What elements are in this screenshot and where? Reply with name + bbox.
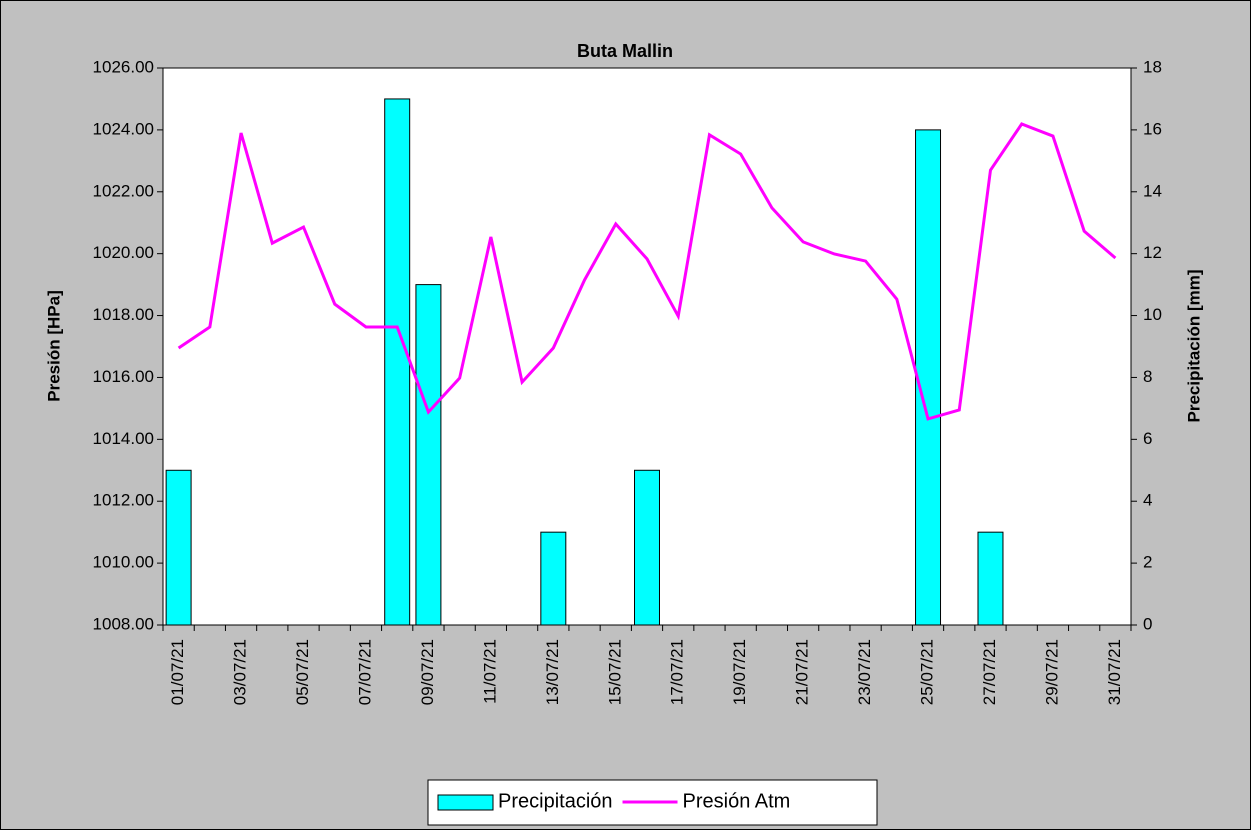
x-tick-label: 09/07/21 [418, 639, 437, 705]
y-tick-label: 1026.00 [93, 57, 154, 76]
y-tick-label: 1018.00 [93, 305, 154, 324]
x-tick-label: 11/07/21 [480, 639, 499, 704]
bar [384, 98, 411, 626]
x-tick-label: 25/07/21 [918, 639, 937, 705]
bar [165, 469, 192, 626]
y2-tick-label: 18 [1143, 57, 1162, 76]
y2-tick-label: 6 [1143, 429, 1152, 448]
bar [540, 531, 567, 626]
y2-tick-label: 0 [1143, 614, 1152, 633]
legend-label: Presión Atm [683, 790, 791, 812]
bar [977, 531, 1004, 626]
y-tick-label: 1010.00 [93, 553, 154, 572]
y2-tick-label: 2 [1143, 553, 1152, 572]
x-tick-label: 31/07/21 [1105, 639, 1124, 705]
y-tick-label: 1022.00 [93, 181, 154, 200]
y2-tick-label: 4 [1143, 491, 1152, 510]
y2-tick-label: 14 [1143, 181, 1162, 200]
y2-tick-label: 10 [1143, 305, 1162, 324]
y-tick-label: 1012.00 [93, 491, 154, 510]
y-tick-label: 1020.00 [93, 243, 154, 262]
bar [634, 469, 660, 626]
line [177, 122, 1117, 421]
bar [415, 284, 442, 626]
x-tick-label: 07/07/21 [355, 639, 374, 705]
y-tick-label: 1024.00 [93, 119, 154, 138]
legend-label: Precipitación [498, 790, 613, 812]
y2-tick-label: 12 [1143, 243, 1162, 262]
legend-swatch [437, 794, 494, 811]
y2-tick-label: 16 [1143, 119, 1162, 138]
y-tick-label: 1014.00 [93, 429, 154, 448]
chart-title: Buta Mallin [577, 41, 673, 61]
x-tick-label: 23/07/21 [855, 639, 874, 705]
x-tick-label: 13/07/21 [543, 639, 562, 705]
x-tick-label: 29/07/21 [1042, 639, 1061, 705]
x-tick-label: 21/07/21 [793, 639, 812, 705]
x-tick-label: 19/07/21 [730, 639, 749, 705]
y2-tick-label: 8 [1143, 367, 1152, 386]
x-tick-label: 17/07/21 [668, 639, 687, 705]
x-tick-label: 27/07/21 [980, 639, 999, 705]
y-tick-label: 1016.00 [93, 367, 154, 386]
bar [915, 129, 942, 626]
x-tick-label: 01/07/21 [168, 639, 187, 705]
y2-axis-label: Precipitación [mm] [1184, 269, 1203, 422]
y-axis-label: Presión [HPa] [44, 290, 63, 401]
y-tick-label: 1008.00 [93, 614, 154, 633]
x-tick-label: 05/07/21 [293, 639, 312, 705]
x-tick-label: 15/07/21 [605, 639, 624, 705]
x-tick-label: 03/07/21 [231, 639, 250, 705]
